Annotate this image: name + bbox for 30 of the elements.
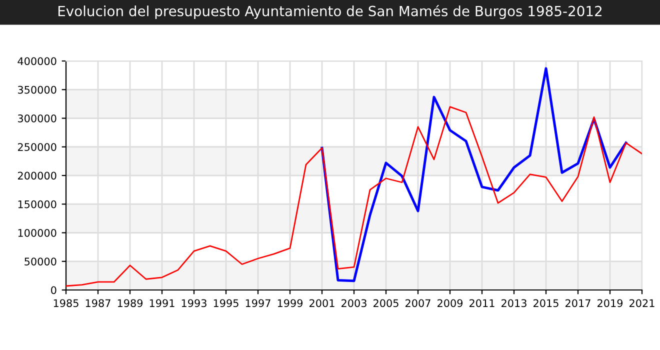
x-tick-label: 1991 (150, 299, 174, 308)
x-tick-label: 1999 (278, 299, 303, 308)
chart-title: Evolucion del presupuesto Ayuntamiento de San Mamés de Burgos 1985-2012 (58, 5, 602, 19)
x-tick-label: 2011 (470, 299, 494, 308)
x-tick-label: 1987 (86, 299, 110, 308)
x-tick-label: 2021 (630, 299, 654, 308)
x-tick-label: 2005 (374, 299, 398, 308)
x-tick-label: 2019 (598, 299, 623, 308)
x-tick-label: 1989 (118, 299, 143, 308)
y-tick-label: 350000 (18, 86, 56, 94)
y-tick-label: 200000 (18, 172, 56, 180)
y-tick-label: 300000 (18, 114, 56, 122)
y-tick-label: 50000 (24, 258, 56, 266)
x-tick-label: 1995 (214, 299, 238, 308)
line-series (66, 106, 642, 287)
y-tick-label: 150000 (18, 200, 56, 208)
x-tick-label: 2009 (438, 299, 463, 308)
x-tick-label: 1997 (246, 299, 270, 308)
x-tick-label: 2007 (406, 299, 430, 308)
y-tick-label: 250000 (18, 143, 56, 151)
x-tick-label: 2001 (310, 299, 334, 308)
y-tick-label: 0 (51, 286, 56, 294)
x-tick-label: 2017 (566, 299, 590, 308)
x-tick-label: 1993 (182, 299, 206, 308)
x-tick-label: 2003 (342, 299, 366, 308)
y-tick-label: 400000 (18, 57, 56, 66)
x-tick-label: 1985 (54, 299, 78, 308)
x-tick-label: 2015 (534, 299, 558, 308)
x-tick-label: 2013 (502, 299, 526, 308)
y-tick-label: 100000 (18, 228, 56, 237)
